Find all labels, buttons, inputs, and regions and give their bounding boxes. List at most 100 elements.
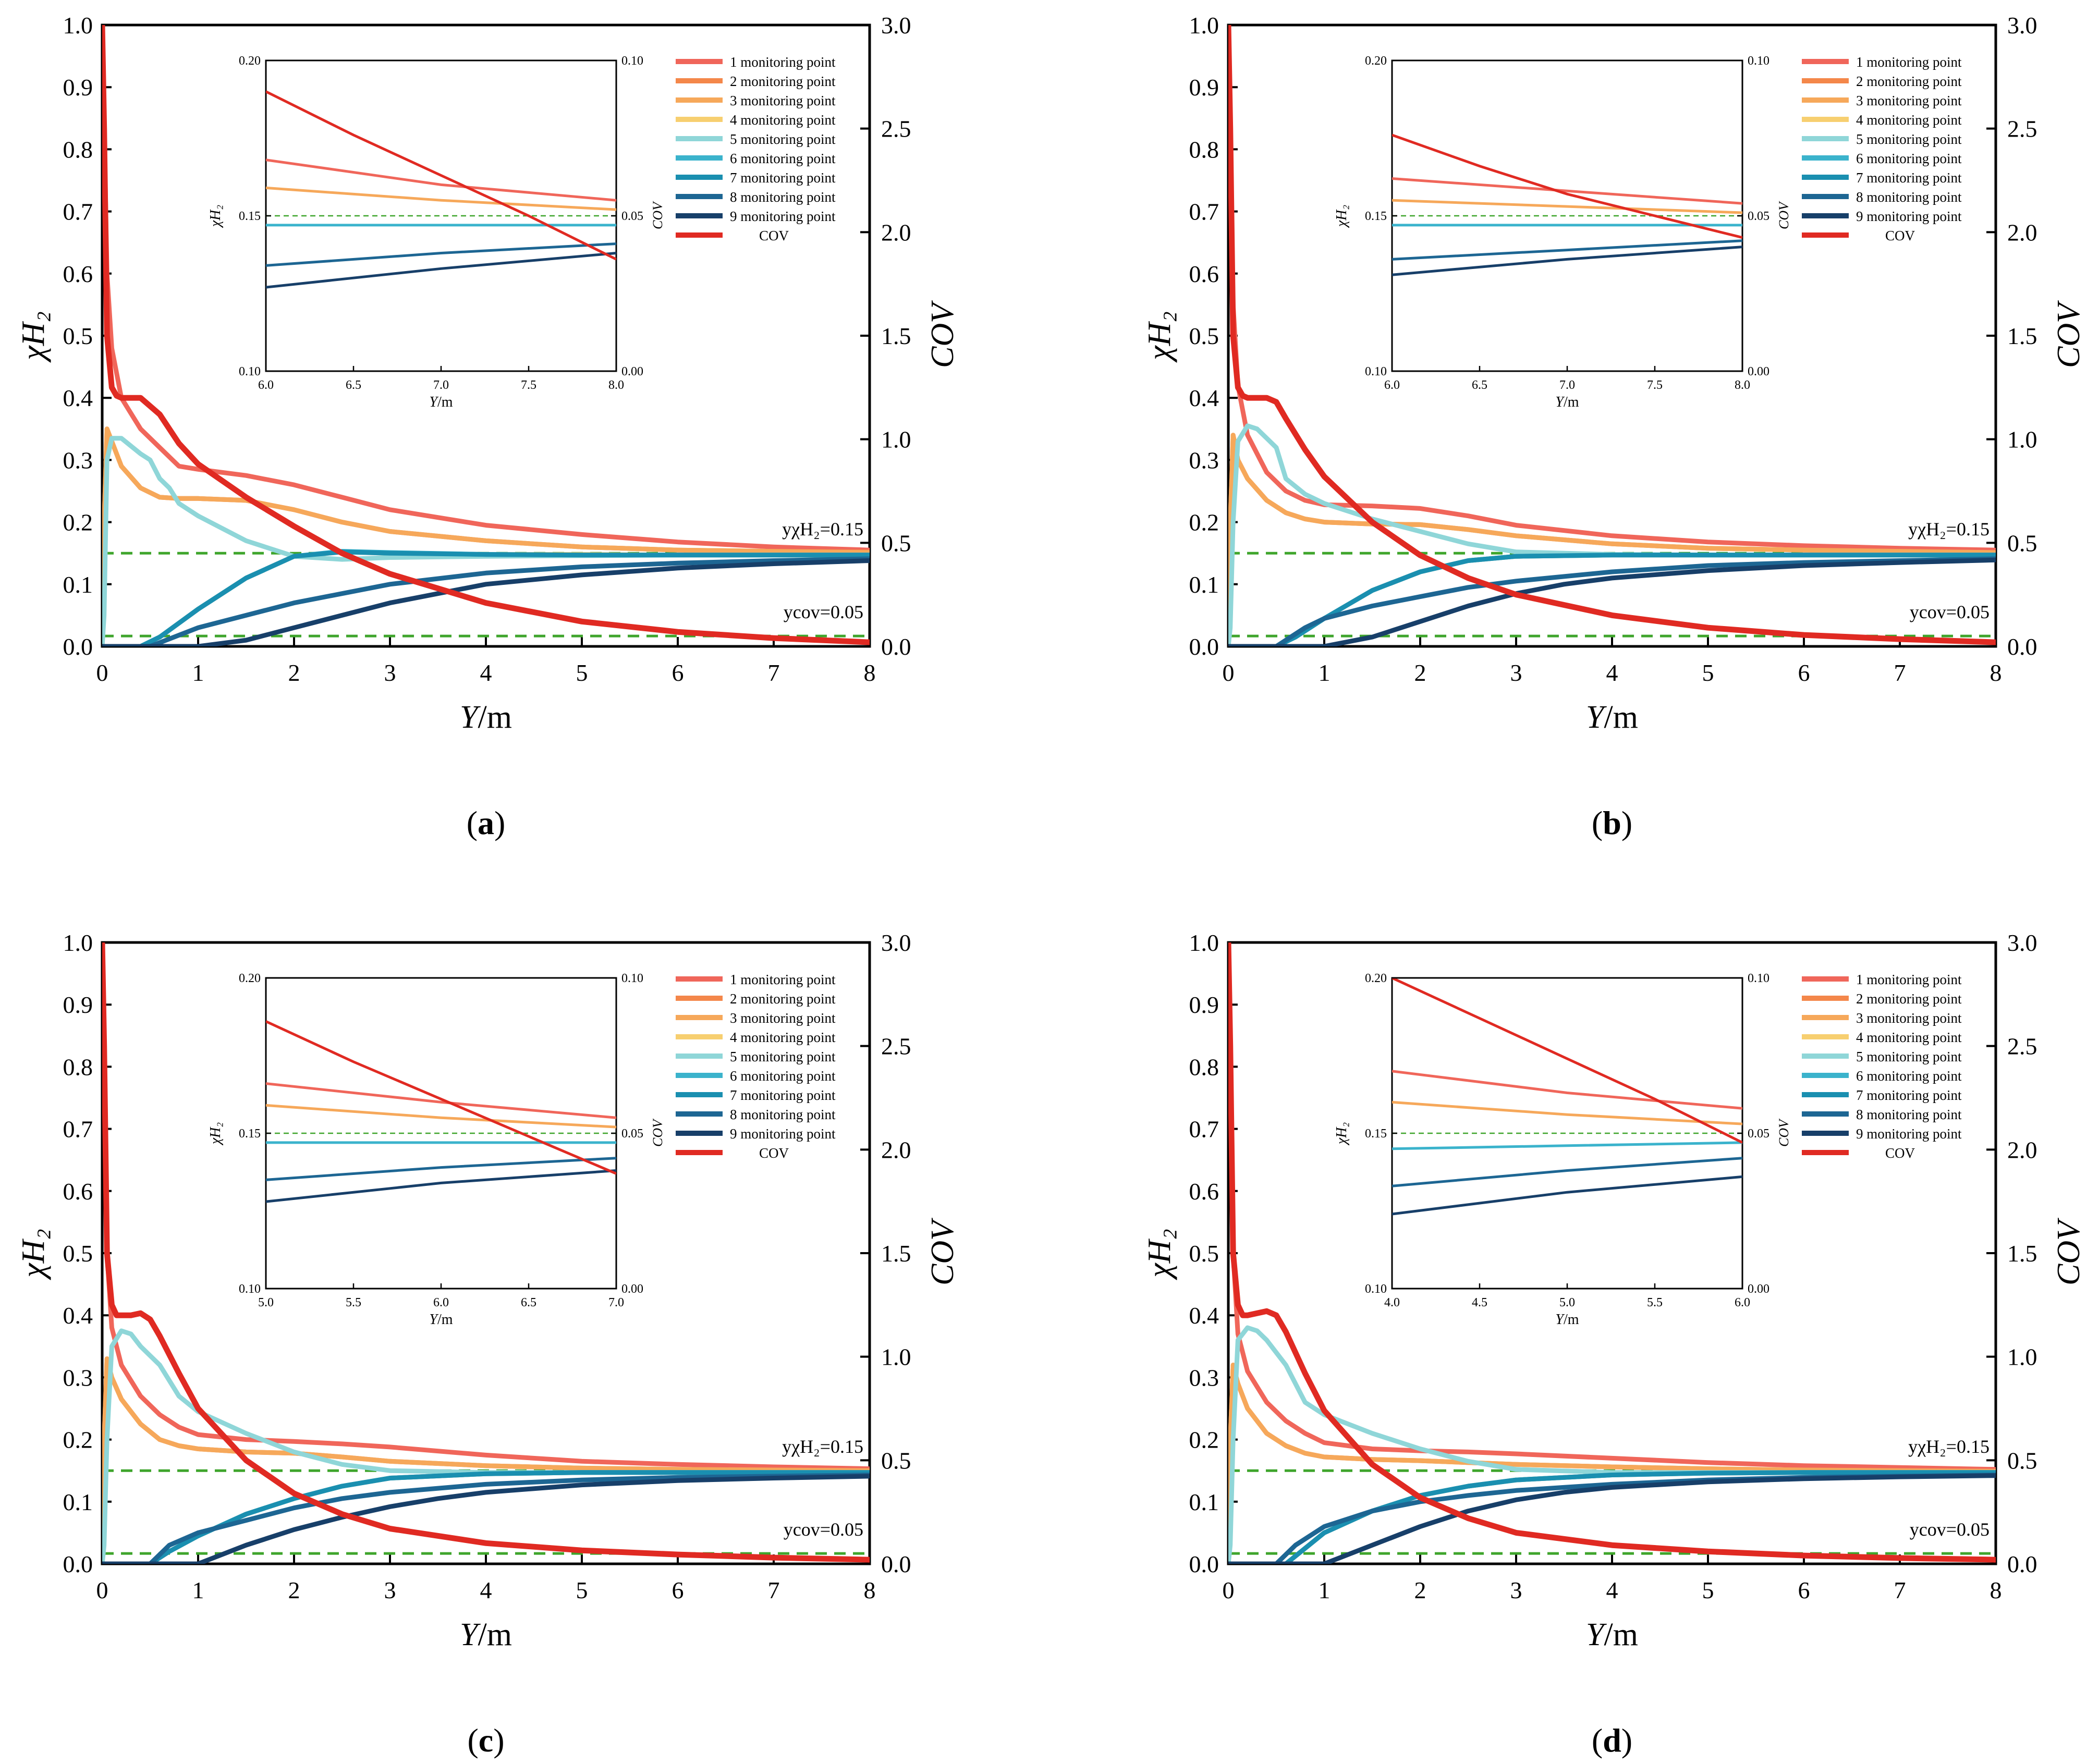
legend-label-4-monitoring-point: 4 monitoring point: [1856, 1030, 1962, 1045]
y2-tick-label: 3.0: [881, 12, 911, 39]
y-tick-label: 0.9: [63, 74, 93, 101]
inset-series-line-9-monitoring-point: [1392, 246, 1742, 276]
chart-panel-c: 0 1 2 3 4 5 6 7 80.00.10.20.30.40.50.60.70.80.91…: [16, 929, 960, 1759]
inset-x-tick-label: 6.5: [521, 1296, 536, 1309]
legend-label-1-monitoring-point: 1 monitoring point: [730, 54, 836, 70]
x-tick-label: 2: [288, 659, 300, 686]
y2-tick-label: 1.0: [881, 426, 911, 453]
x-tick-label: 7: [768, 1577, 780, 1603]
inset-y2-tick-label: 0.00: [621, 1282, 643, 1296]
inset-series-line-cov: [1392, 133, 1742, 239]
y-tick-label: 0.9: [1189, 74, 1219, 101]
y-tick-label: 0.2: [1189, 509, 1219, 536]
inset-y-tick-label: 0.10: [239, 1282, 261, 1296]
inset-y2-tick-label: 0.10: [1748, 54, 1769, 68]
y2-tick-label: 1.5: [881, 323, 911, 349]
inset-y-tick-label: 0.10: [239, 365, 261, 378]
inset-series-line-3-monitoring-point: [1392, 199, 1742, 214]
series-line-9-monitoring-point: [1228, 557, 1996, 646]
legend-label-4-monitoring-point: 4 monitoring point: [730, 112, 836, 128]
inset-y2-tick-label: 0.10: [621, 972, 643, 985]
y2-tick-label: 2.5: [881, 116, 911, 142]
inset-x-tick-label: 5.5: [1647, 1296, 1663, 1309]
inset-series-line-3-monitoring-point: [1392, 1100, 1742, 1125]
inset-y-tick-label: 0.15: [239, 1127, 261, 1141]
series-line-cov: [1228, 25, 1996, 645]
legend-label-2-monitoring-point: 2 monitoring point: [730, 74, 836, 89]
y-axis-label: χH₂: [16, 311, 51, 363]
series-line-9-monitoring-point: [102, 1474, 870, 1564]
y-tick-label: 0.0: [1189, 633, 1219, 660]
series-line-9-monitoring-point: [102, 558, 870, 646]
y-tick-label: 0.7: [63, 199, 93, 225]
y2-tick-label: 1.0: [881, 1344, 911, 1370]
y2-tick-label: 1.0: [2007, 426, 2037, 453]
panel-label-c: (c): [467, 1722, 504, 1759]
y-tick-label: 0.2: [63, 1427, 93, 1453]
x-tick-label: 8: [1990, 659, 2002, 686]
x-tick-label: 0: [1223, 659, 1235, 686]
y2-tick-label: 2.0: [2007, 219, 2037, 246]
inset-y-axis-label: χH₂: [208, 1122, 224, 1146]
y-tick-label: 0.4: [1189, 1302, 1219, 1329]
y2-tick-label: 2.0: [881, 1136, 911, 1163]
inset-y2-tick-label: 0.05: [621, 1127, 643, 1141]
x-axis-label: Y/m: [460, 700, 512, 735]
x-axis-label: Y/m: [1586, 700, 1638, 735]
x-tick-label: 0: [1223, 1577, 1235, 1603]
legend-label-7-monitoring-point: 7 monitoring point: [730, 1087, 836, 1103]
inset-x-tick-label: 6.0: [258, 378, 274, 392]
series-line-8-monitoring-point: [102, 1473, 870, 1564]
x-tick-label: 1: [1319, 659, 1331, 686]
inset-y-tick-label: 0.15: [1365, 210, 1387, 223]
inset-y-tick-label: 0.15: [239, 210, 261, 223]
y-tick-label: 0.5: [63, 1240, 93, 1267]
inset-series-line-3-monitoring-point: [266, 186, 616, 211]
legend-label-1-monitoring-point: 1 monitoring point: [1856, 972, 1962, 987]
series-line-3-monitoring-point: [102, 426, 870, 646]
y-tick-label: 0.8: [1189, 136, 1219, 163]
x-tick-label: 6: [672, 1577, 684, 1603]
y-tick-label: 0.1: [63, 571, 93, 598]
inset-x-tick-label: 7.0: [608, 1296, 624, 1309]
x-axis-label: Y/m: [460, 1617, 512, 1652]
inset-x-axis-label: Y/m: [1555, 1312, 1579, 1328]
y-tick-label: 0.2: [1189, 1427, 1219, 1453]
y2-axis-label: COV: [925, 1218, 960, 1285]
x-tick-label: 2: [1414, 659, 1426, 686]
series-line-2-monitoring-point: [102, 1356, 870, 1564]
inset-series-line-8-monitoring-point: [266, 1157, 616, 1181]
x-tick-label: 3: [1510, 1577, 1522, 1603]
panel-label-a: (a): [467, 804, 506, 841]
x-tick-label: 4: [1606, 659, 1618, 686]
legend-label-7-monitoring-point: 7 monitoring point: [730, 170, 836, 186]
series-line-6-monitoring-point: [1228, 553, 1996, 646]
inset-x-axis-label: Y/m: [429, 1312, 453, 1328]
y-tick-label: 0.6: [1189, 261, 1219, 287]
y-tick-label: 0.1: [63, 1489, 93, 1515]
y-tick-label: 0.3: [63, 447, 93, 473]
y2-tick-label: 2.5: [2007, 1033, 2037, 1060]
legend-label-6-monitoring-point: 6 monitoring point: [1856, 151, 1962, 166]
y-tick-label: 1.0: [63, 929, 93, 956]
inset-series-line-cov: [266, 90, 616, 261]
legend-label-4-monitoring-point: 4 monitoring point: [1856, 112, 1962, 128]
inset-y2-tick-label: 0.00: [1748, 365, 1769, 378]
legend-label-9-monitoring-point: 9 monitoring point: [730, 209, 836, 224]
inset-y-tick-label: 0.10: [1365, 1282, 1387, 1296]
inset-x-tick-label: 5.0: [258, 1296, 274, 1309]
series-line-2-monitoring-point: [102, 426, 870, 646]
y-tick-label: 0.0: [1189, 1551, 1219, 1577]
inset-y-axis-label: χH₂: [1334, 1122, 1350, 1146]
inset-y-axis-label: χH₂: [1334, 205, 1350, 229]
x-tick-label: 5: [576, 659, 588, 686]
legend-label-3-monitoring-point: 3 monitoring point: [1856, 1010, 1962, 1026]
y2-tick-label: 0.5: [2007, 1447, 2037, 1474]
y-axis-label: χH₂: [16, 1229, 51, 1280]
y-tick-label: 0.1: [1189, 571, 1219, 598]
y2-tick-label: 2.5: [2007, 116, 2037, 142]
x-tick-label: 8: [1990, 1577, 2002, 1603]
y-tick-label: 0.3: [1189, 447, 1219, 473]
series-line-2-monitoring-point: [1228, 1363, 1996, 1564]
y2-tick-label: 0.0: [2007, 633, 2037, 660]
